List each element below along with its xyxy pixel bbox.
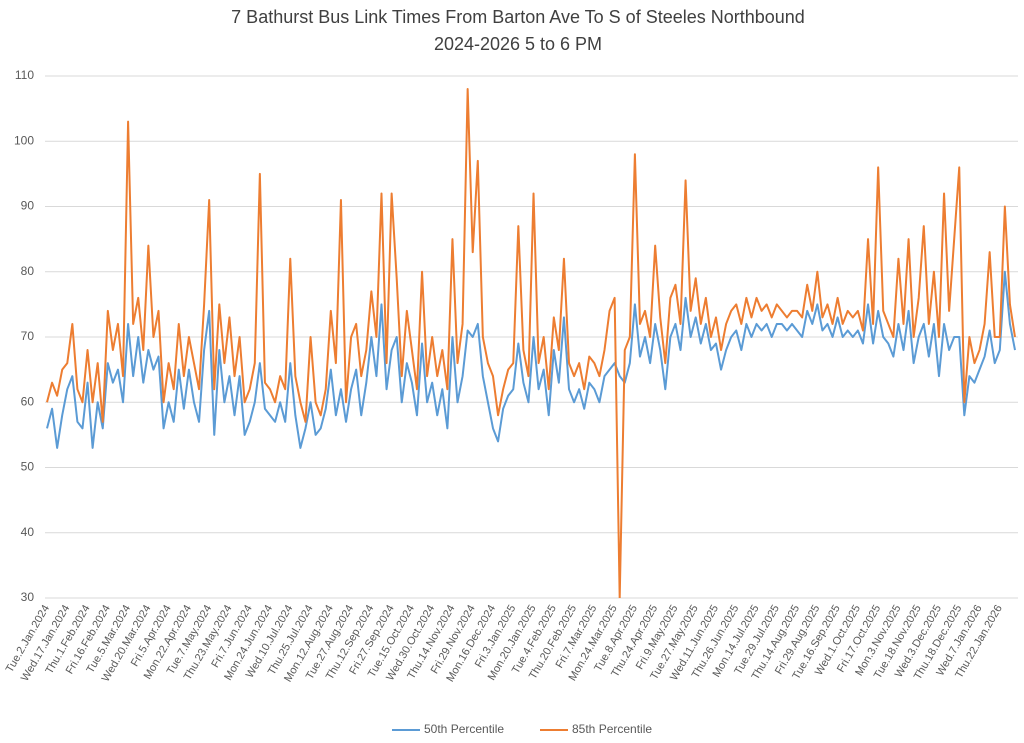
y-tick-label: 90 (21, 199, 35, 213)
y-tick-label: 80 (21, 264, 35, 278)
y-tick-label: 60 (21, 394, 35, 408)
series-line (46, 270, 1016, 449)
y-tick-label: 50 (21, 460, 35, 474)
y-tick-label: 70 (21, 329, 35, 343)
y-tick-label: 110 (15, 68, 34, 82)
y-tick-label: 100 (14, 133, 34, 147)
chart-subtitle: 2024-2026 5 to 6 PM (434, 34, 602, 54)
y-tick-label: 30 (21, 590, 35, 604)
y-tick-label: 40 (21, 525, 35, 539)
chart-title: 7 Bathurst Bus Link Times From Barton Av… (231, 7, 805, 27)
legend-label: 85th Percentile (572, 722, 652, 736)
series-line (46, 88, 1016, 598)
legend-label: 50th Percentile (424, 722, 504, 736)
